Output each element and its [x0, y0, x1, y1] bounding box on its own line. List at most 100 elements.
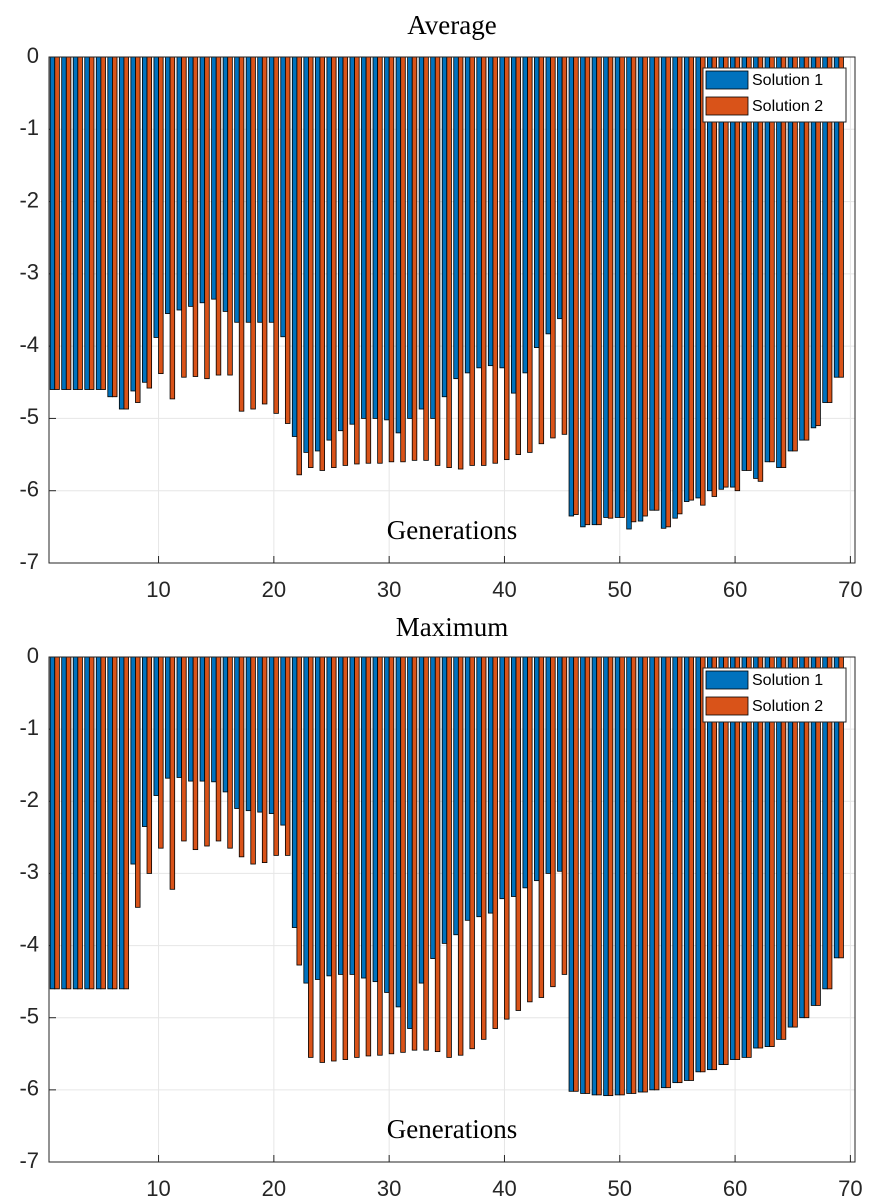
y-tick-label: 0	[27, 643, 39, 668]
bar	[65, 656, 72, 990]
bar	[677, 56, 683, 515]
bar	[100, 656, 106, 990]
bar	[637, 56, 644, 522]
bar	[215, 56, 222, 376]
bar	[49, 656, 56, 990]
bar	[326, 56, 332, 441]
bar	[476, 656, 482, 918]
bar	[557, 656, 563, 872]
bar	[361, 56, 367, 419]
bar	[227, 656, 233, 849]
bar	[77, 656, 83, 990]
bar	[469, 56, 475, 466]
bar	[561, 656, 568, 975]
bar	[619, 656, 625, 1096]
bar	[630, 656, 637, 1094]
bar	[84, 56, 90, 390]
bar	[522, 56, 528, 374]
bar	[222, 656, 229, 793]
bar	[188, 56, 194, 307]
bar	[291, 656, 298, 928]
y-tick-label: -5	[19, 1004, 39, 1029]
bar	[614, 56, 621, 518]
bar	[204, 56, 210, 380]
bar	[568, 56, 575, 517]
bar	[504, 656, 510, 1020]
bar	[61, 56, 67, 390]
x-tick-label: 30	[377, 577, 401, 602]
bar	[441, 656, 448, 944]
legend-swatch	[705, 96, 749, 116]
legend-label: Solution 2	[752, 698, 823, 715]
bar	[453, 56, 459, 380]
y-tick-label: -1	[19, 115, 39, 140]
bar	[603, 56, 609, 518]
bar	[303, 656, 309, 984]
bar	[176, 56, 183, 311]
bar	[481, 56, 487, 466]
bar	[660, 56, 667, 529]
bar	[303, 56, 309, 453]
bar	[377, 56, 383, 464]
bar	[146, 56, 153, 389]
bar	[407, 656, 413, 1029]
bar	[434, 56, 441, 466]
bar	[280, 656, 286, 826]
bar	[464, 56, 471, 374]
bar	[49, 56, 56, 390]
bar	[319, 56, 325, 471]
legend-label: Solution 2	[752, 98, 823, 115]
bar	[683, 656, 690, 1081]
bar	[158, 56, 164, 375]
bar	[510, 656, 517, 897]
y-tick-label: -5	[19, 404, 39, 429]
bar	[308, 656, 314, 1058]
bar	[361, 656, 367, 979]
bar	[660, 656, 667, 1089]
bar	[418, 656, 425, 984]
y-tick-label: -4	[19, 332, 39, 357]
bar	[384, 656, 390, 993]
bar	[423, 656, 429, 1051]
bar	[54, 656, 60, 990]
bar	[637, 656, 644, 1093]
bar	[596, 656, 602, 1096]
bar	[695, 56, 701, 499]
x-tick-label: 20	[262, 577, 286, 602]
bar	[238, 656, 245, 858]
axes-box	[48, 656, 856, 1163]
y-tick-label: -7	[19, 1148, 39, 1173]
bar	[215, 656, 222, 842]
bar	[123, 656, 129, 990]
bar	[181, 656, 187, 842]
bar	[112, 656, 118, 990]
bar	[95, 56, 102, 390]
bar	[107, 56, 113, 398]
legend-swatch	[705, 696, 749, 716]
bar	[204, 656, 210, 847]
bar	[487, 656, 494, 914]
bar	[222, 56, 229, 312]
x-tick-label: 20	[262, 1176, 286, 1201]
bar	[141, 656, 148, 827]
bar	[135, 656, 141, 908]
bar	[649, 656, 655, 1091]
bar	[257, 656, 263, 813]
bar	[234, 56, 240, 323]
bar	[153, 656, 159, 796]
bar	[388, 56, 395, 463]
bar	[626, 656, 632, 1094]
bar	[192, 656, 199, 851]
bar	[54, 56, 60, 390]
bar	[61, 656, 67, 990]
bar	[146, 656, 153, 874]
bar	[250, 56, 256, 410]
bar	[338, 56, 344, 432]
bar	[515, 656, 522, 1011]
bar	[388, 656, 395, 1055]
bar	[169, 656, 176, 890]
bar	[211, 656, 217, 783]
bar	[430, 56, 436, 419]
bar	[65, 56, 72, 390]
bar	[77, 56, 83, 390]
